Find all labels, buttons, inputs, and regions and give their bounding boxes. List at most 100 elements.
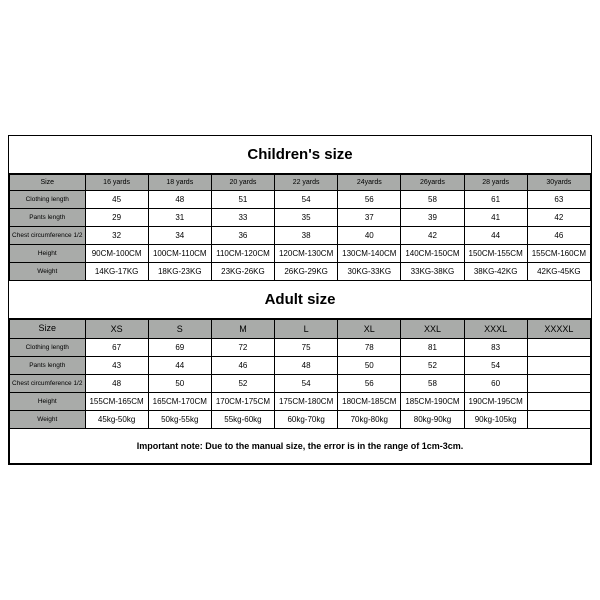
cell: 33	[211, 209, 274, 227]
cell: 81	[401, 339, 464, 357]
cell: 78	[338, 339, 401, 357]
cell: 42	[527, 209, 590, 227]
cell: 46	[211, 357, 274, 375]
cell: 37	[338, 209, 401, 227]
table-row: Height 155CM-165CM 165CM-170CM 170CM-175…	[10, 393, 591, 411]
cell: 90CM-100CM	[85, 245, 148, 263]
adult-col-2: M	[211, 320, 274, 339]
cell: 48	[275, 357, 338, 375]
cell: 50	[338, 357, 401, 375]
children-col-2: 20 yards	[211, 174, 274, 191]
row-label: Height	[10, 245, 86, 263]
cell: 30KG-33KG	[338, 263, 401, 281]
cell: 26KG-29KG	[275, 263, 338, 281]
cell: 75	[275, 339, 338, 357]
cell: 170CM-175CM	[211, 393, 274, 411]
table-row: Weight 14KG-17KG 18KG-23KG 23KG-26KG 26K…	[10, 263, 591, 281]
cell: 150CM-155CM	[464, 245, 527, 263]
cell: 54	[275, 375, 338, 393]
note-row: Important note: Due to the manual size, …	[10, 429, 591, 464]
adult-col-0: XS	[85, 320, 148, 339]
cell: 185CM-190CM	[401, 393, 464, 411]
cell: 14KG-17KG	[85, 263, 148, 281]
row-label: Clothing length	[10, 339, 86, 357]
cell: 52	[401, 357, 464, 375]
cell: 100CM-110CM	[148, 245, 211, 263]
adult-title: Adult size	[9, 281, 591, 319]
cell: 18KG-23KG	[148, 263, 211, 281]
table-row: Weight 45kg-50kg 50kg-55kg 55kg-60kg 60k…	[10, 411, 591, 429]
cell: 35	[275, 209, 338, 227]
cell: 58	[401, 375, 464, 393]
cell: 48	[85, 375, 148, 393]
row-label: Pants length	[10, 357, 86, 375]
table-row: Chest circumference 1/2 48 50 52 54 56 5…	[10, 375, 591, 393]
cell: 58	[401, 191, 464, 209]
cell: 39	[401, 209, 464, 227]
cell: 83	[464, 339, 527, 357]
cell: 44	[464, 227, 527, 245]
cell: 155CM-165CM	[85, 393, 148, 411]
cell: 90kg-105kg	[464, 411, 527, 429]
cell: 63	[527, 191, 590, 209]
cell: 45	[85, 191, 148, 209]
cell: 46	[527, 227, 590, 245]
children-col-5: 26yards	[401, 174, 464, 191]
table-row: Clothing length 67 69 72 75 78 81 83	[10, 339, 591, 357]
cell: 130CM-140CM	[338, 245, 401, 263]
cell: 80kg-90kg	[401, 411, 464, 429]
cell: 48	[148, 191, 211, 209]
cell	[527, 339, 590, 357]
cell: 110CM-120CM	[211, 245, 274, 263]
cell: 23KG-26KG	[211, 263, 274, 281]
cell: 50kg-55kg	[148, 411, 211, 429]
cell: 34	[148, 227, 211, 245]
cell: 120CM-130CM	[275, 245, 338, 263]
cell: 180CM-185CM	[338, 393, 401, 411]
cell: 165CM-170CM	[148, 393, 211, 411]
row-label: Pants length	[10, 209, 86, 227]
cell	[527, 357, 590, 375]
children-col-7: 30yards	[527, 174, 590, 191]
cell: 155CM-160CM	[527, 245, 590, 263]
cell: 40	[338, 227, 401, 245]
cell	[527, 411, 590, 429]
children-col-4: 24yards	[338, 174, 401, 191]
cell	[527, 393, 590, 411]
cell: 190CM-195CM	[464, 393, 527, 411]
children-col-1: 18 yards	[148, 174, 211, 191]
cell: 69	[148, 339, 211, 357]
adult-header-row: Size XS S M L XL XXL XXXL XXXXL	[10, 320, 591, 339]
cell: 31	[148, 209, 211, 227]
cell: 54	[275, 191, 338, 209]
cell: 43	[85, 357, 148, 375]
cell: 61	[464, 191, 527, 209]
cell: 56	[338, 191, 401, 209]
cell: 33KG-38KG	[401, 263, 464, 281]
row-label: Height	[10, 393, 86, 411]
children-col-0: 16 yards	[85, 174, 148, 191]
cell: 38KG-42KG	[464, 263, 527, 281]
adult-table: Size XS S M L XL XXL XXXL XXXXL Clothing…	[9, 319, 591, 464]
table-row: Height 90CM-100CM 100CM-110CM 110CM-120C…	[10, 245, 591, 263]
adult-size-label: Size	[10, 320, 86, 339]
table-row: Pants length 29 31 33 35 37 39 41 42	[10, 209, 591, 227]
cell: 45kg-50kg	[85, 411, 148, 429]
cell: 54	[464, 357, 527, 375]
row-label: Weight	[10, 263, 86, 281]
cell: 140CM-150CM	[401, 245, 464, 263]
adult-col-4: XL	[338, 320, 401, 339]
cell: 44	[148, 357, 211, 375]
cell: 70kg-80kg	[338, 411, 401, 429]
adult-col-5: XXL	[401, 320, 464, 339]
adult-col-7: XXXXL	[527, 320, 590, 339]
adult-col-3: L	[275, 320, 338, 339]
cell: 29	[85, 209, 148, 227]
table-row: Pants length 43 44 46 48 50 52 54	[10, 357, 591, 375]
table-row: Chest circumference 1/2 32 34 36 38 40 4…	[10, 227, 591, 245]
row-label: Chest circumference 1/2	[10, 375, 86, 393]
children-col-3: 22 yards	[275, 174, 338, 191]
cell: 42KG-45KG	[527, 263, 590, 281]
children-table: Size 16 yards 18 yards 20 yards 22 yards…	[9, 174, 591, 282]
cell: 67	[85, 339, 148, 357]
